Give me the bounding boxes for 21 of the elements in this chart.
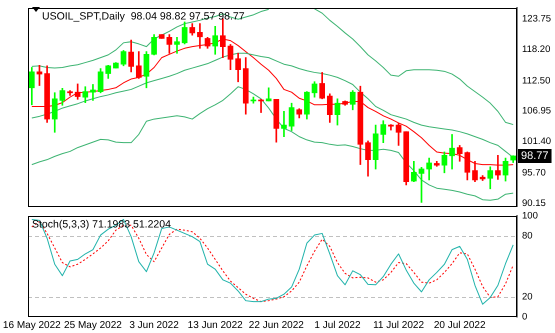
annotation: 98.77 xyxy=(521,150,549,162)
x-tick-label: 20 Jul 2022 xyxy=(434,320,486,331)
y-tick-label: 20 xyxy=(522,291,533,302)
y-tick-label: 100 xyxy=(522,210,538,222)
x-tick-label: 25 May 2022 xyxy=(64,320,122,331)
x-tick-label: 1 Jul 2022 xyxy=(314,320,361,331)
y-tick-label: 106.95 xyxy=(522,106,552,117)
y-tick-label: 80 xyxy=(522,230,533,242)
candlestick xyxy=(158,34,165,39)
y-tick-label: 95.70 xyxy=(522,167,546,178)
x-tick-label: 3 Jun 2022 xyxy=(129,320,180,331)
x-tick-label: 11 Jul 2022 xyxy=(373,320,424,331)
x-tick-label: 16 May 2022 xyxy=(2,320,62,331)
x-tick-label: 22 Jun 2022 xyxy=(248,320,304,331)
x-tick-label: 13 Jun 2022 xyxy=(188,320,244,331)
y-tick-label: 90.15 xyxy=(522,198,546,209)
y-tick-label: 118.20 xyxy=(522,44,550,56)
y-tick-label: 112.50 xyxy=(522,75,550,86)
y-tick-label: 123.75 xyxy=(522,14,552,25)
y-tick-label: 0 xyxy=(522,312,528,323)
y-tick-label: 101.40 xyxy=(522,136,552,148)
